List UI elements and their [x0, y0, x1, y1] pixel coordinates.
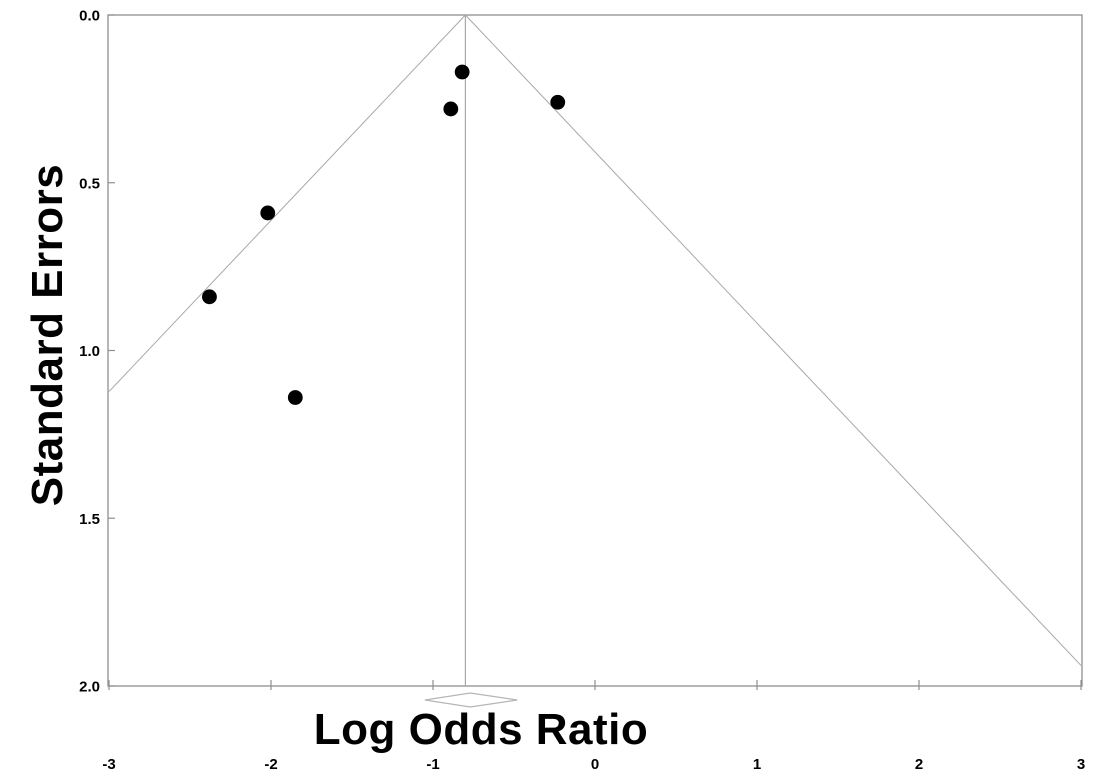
y-axis-tick-label: 0.5 [79, 175, 100, 192]
study-data-point [550, 94, 566, 110]
x-axis-tick-label: 1 [753, 756, 761, 773]
x-axis-tick-label: 2 [915, 756, 923, 773]
x-axis-title: Log Odds Ratio [314, 705, 649, 754]
funnel-right-limit-line [465, 14, 1082, 666]
x-axis-tick-label: -1 [426, 756, 439, 773]
funnel-lines-layer [108, 14, 1082, 686]
x-axis-tick-label: 0 [591, 756, 599, 773]
x-axis-tick-label: -2 [264, 756, 277, 773]
summary-effect-diamond [424, 692, 518, 708]
x-axis-tick-label: -3 [102, 756, 115, 773]
y-axis-tick-label: 1.5 [79, 511, 100, 528]
study-data-point [287, 390, 303, 405]
x-axis-tick-label: 3 [1077, 756, 1085, 773]
study-data-point [202, 289, 217, 305]
study-data-point [260, 205, 276, 221]
y-axis-tick-label: 2.0 [79, 679, 100, 696]
plot-frame-layer [107, 14, 1083, 687]
axis-ticks-layer: -3 -2 -1 0 1 2 3 0.0 0.5 1.0 1.5 2.0 [79, 8, 1085, 774]
y-axis-title: Standard Errors [23, 164, 72, 506]
study-data-point [443, 101, 459, 117]
y-axis-tick-label: 1.0 [79, 343, 100, 360]
data-marks-layer [202, 64, 566, 708]
study-data-point [454, 64, 470, 80]
y-axis-tick-label: 0.0 [79, 8, 100, 25]
funnel-left-limit-line [108, 14, 466, 392]
plot-frame [107, 14, 1083, 687]
